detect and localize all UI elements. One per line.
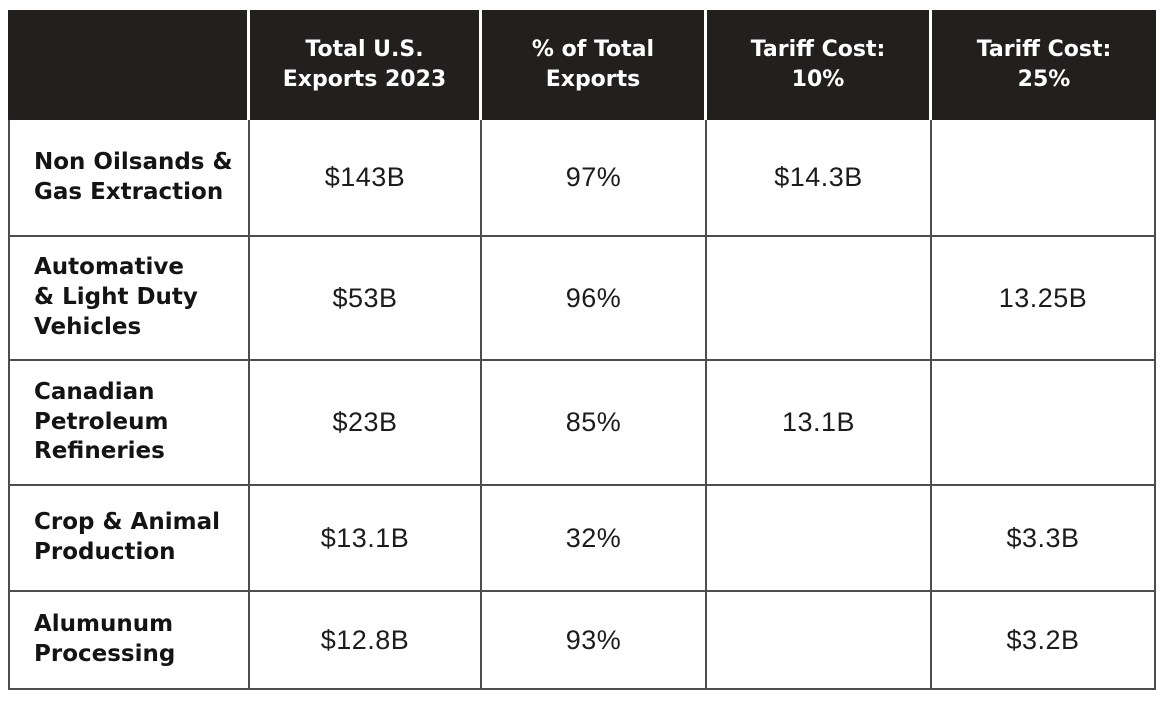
table-header: Total U.S. Exports 2023 % of Total Expor… bbox=[8, 10, 1156, 120]
cell-total-exports: $143B bbox=[250, 120, 482, 237]
cell-total-exports: $13.1B bbox=[250, 486, 482, 592]
tariff-cost-table: Total U.S. Exports 2023 % of Total Expor… bbox=[8, 10, 1156, 690]
cell-pct-of-total: 93% bbox=[482, 592, 707, 690]
row-label: Crop & Animal Production bbox=[8, 486, 250, 592]
cell-tariff-25: $3.2B bbox=[932, 592, 1156, 690]
cell-tariff-10 bbox=[707, 592, 932, 690]
header-corner-cell bbox=[8, 10, 250, 120]
header-row: Total U.S. Exports 2023 % of Total Expor… bbox=[8, 10, 1156, 120]
cell-pct-of-total: 85% bbox=[482, 361, 707, 486]
cell-tariff-25 bbox=[932, 120, 1156, 237]
cell-total-exports: $12.8B bbox=[250, 592, 482, 690]
cell-tariff-25: $3.3B bbox=[932, 486, 1156, 592]
cell-tariff-10 bbox=[707, 486, 932, 592]
cell-tariff-10: $14.3B bbox=[707, 120, 932, 237]
header-tariff-10: Tariff Cost: 10% bbox=[707, 10, 932, 120]
header-tariff-25: Tariff Cost: 25% bbox=[932, 10, 1156, 120]
table-row: Non Oilsands & Gas Extraction $143B 97% … bbox=[8, 120, 1156, 237]
cell-tariff-10: 13.1B bbox=[707, 361, 932, 486]
cell-total-exports: $23B bbox=[250, 361, 482, 486]
tariff-table-container: Total U.S. Exports 2023 % of Total Expor… bbox=[8, 10, 1156, 690]
row-label: Non Oilsands & Gas Extraction bbox=[8, 120, 250, 237]
table-row: Crop & Animal Production $13.1B 32% $3.3… bbox=[8, 486, 1156, 592]
row-label: Automative & Light Duty Vehicles bbox=[8, 237, 250, 361]
cell-pct-of-total: 96% bbox=[482, 237, 707, 361]
row-label: Alumunum Processing bbox=[8, 592, 250, 690]
cell-pct-of-total: 32% bbox=[482, 486, 707, 592]
table-row: Automative & Light Duty Vehicles $53B 96… bbox=[8, 237, 1156, 361]
cell-tariff-25 bbox=[932, 361, 1156, 486]
row-label: Canadian Petroleum Refineries bbox=[8, 361, 250, 486]
cell-pct-of-total: 97% bbox=[482, 120, 707, 237]
table-body: Non Oilsands & Gas Extraction $143B 97% … bbox=[8, 120, 1156, 690]
cell-total-exports: $53B bbox=[250, 237, 482, 361]
table-row: Alumunum Processing $12.8B 93% $3.2B bbox=[8, 592, 1156, 690]
table-row: Canadian Petroleum Refineries $23B 85% 1… bbox=[8, 361, 1156, 486]
cell-tariff-25: 13.25B bbox=[932, 237, 1156, 361]
header-total-exports: Total U.S. Exports 2023 bbox=[250, 10, 482, 120]
header-pct-of-total: % of Total Exports bbox=[482, 10, 707, 120]
cell-tariff-10 bbox=[707, 237, 932, 361]
